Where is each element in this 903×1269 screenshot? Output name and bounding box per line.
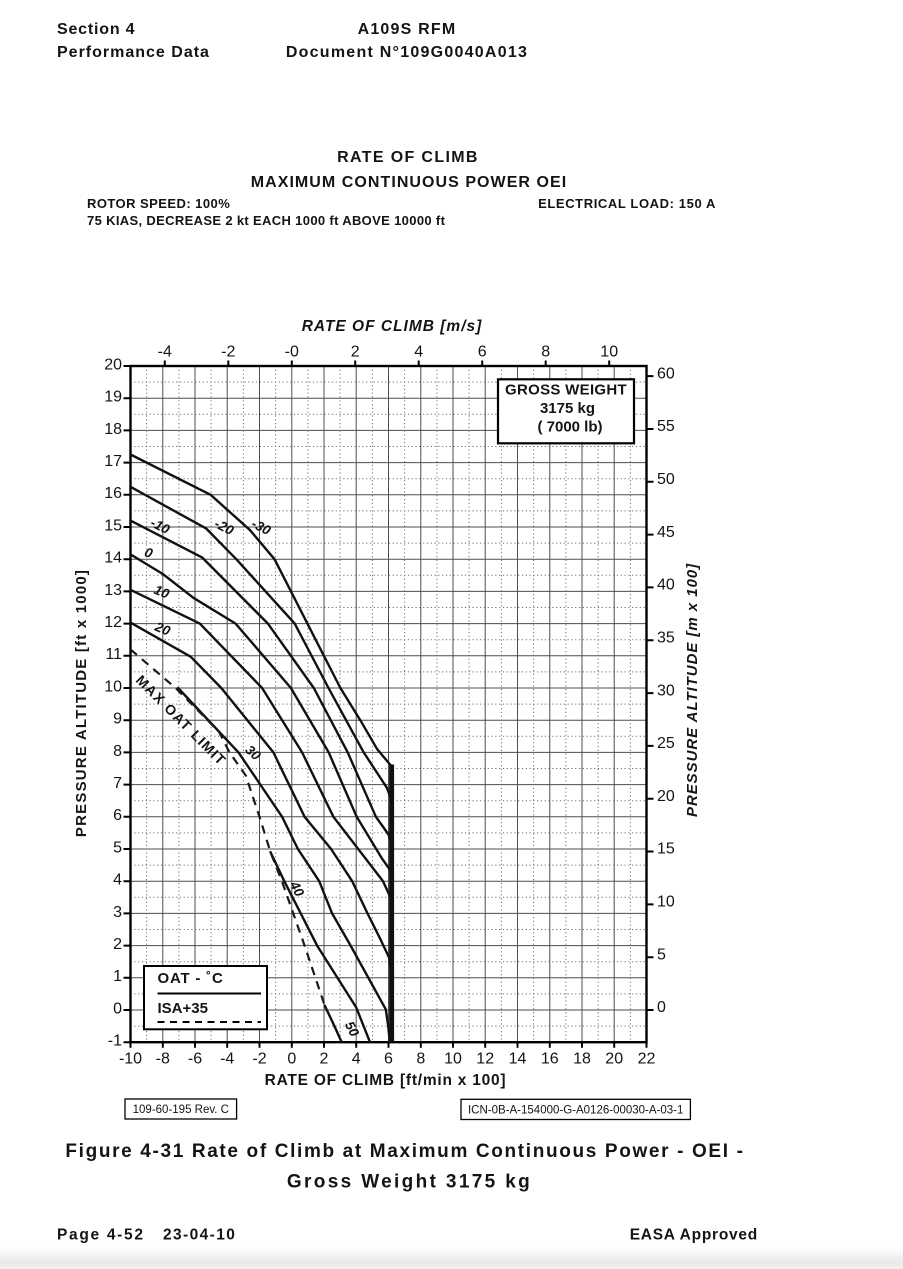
svg-text:1: 1 — [113, 968, 122, 985]
svg-text:5: 5 — [113, 839, 122, 856]
svg-text:22: 22 — [638, 1051, 656, 1068]
svg-text:Gross Weight 3175 kg: Gross Weight 3175 kg — [287, 1172, 532, 1193]
svg-text:Document N°109G0040A013: Document N°109G0040A013 — [286, 44, 528, 61]
svg-text:8: 8 — [541, 344, 550, 361]
svg-text:ICN-0B-A-154000-G-A0126-00030-: ICN-0B-A-154000-G-A0126-00030-A-03-1 — [468, 1104, 683, 1116]
svg-text:15: 15 — [104, 517, 122, 534]
svg-text:-4: -4 — [220, 1051, 234, 1068]
svg-text:Performance Data: Performance Data — [57, 44, 210, 61]
svg-text:25: 25 — [657, 735, 675, 752]
svg-text:30: 30 — [242, 742, 264, 764]
svg-text:109-60-195 Rev. C: 109-60-195 Rev. C — [133, 1104, 229, 1116]
svg-text:40: 40 — [657, 577, 675, 594]
svg-text:10: 10 — [600, 344, 618, 361]
svg-text:23-04-10: 23-04-10 — [163, 1227, 236, 1244]
svg-text:20: 20 — [104, 356, 122, 373]
svg-text:EASA Approved: EASA Approved — [630, 1227, 758, 1244]
svg-text:0: 0 — [113, 1000, 122, 1017]
svg-text:9: 9 — [113, 711, 122, 728]
svg-text:8: 8 — [416, 1051, 425, 1068]
svg-text:50: 50 — [342, 1019, 363, 1040]
svg-text:12: 12 — [104, 614, 122, 631]
svg-text:6: 6 — [113, 807, 122, 824]
svg-text:30: 30 — [657, 682, 675, 699]
svg-text:3: 3 — [113, 904, 122, 921]
svg-text:Figure 4-31 Rate of Climb at: Figure 4-31 Rate of Climb at Maximum Con… — [65, 1141, 744, 1162]
svg-text:8: 8 — [113, 743, 122, 760]
svg-text:-2: -2 — [252, 1051, 266, 1068]
svg-text:ISA+35: ISA+35 — [158, 1000, 208, 1017]
svg-text:ELECTRICAL LOAD: 150 A: ELECTRICAL LOAD: 150 A — [538, 196, 716, 211]
svg-text:20: 20 — [152, 619, 173, 639]
svg-text:20: 20 — [605, 1051, 623, 1068]
svg-text:3175 kg: 3175 kg — [540, 400, 595, 417]
svg-text:20: 20 — [657, 788, 675, 805]
svg-text:RATE OF CLIMB [ft/min x 100]: RATE OF CLIMB [ft/min x 100] — [265, 1072, 507, 1089]
svg-text:GROSS WEIGHT: GROSS WEIGHT — [505, 382, 627, 399]
svg-text:18: 18 — [573, 1051, 591, 1068]
svg-text:17: 17 — [104, 453, 122, 470]
svg-text:2: 2 — [113, 936, 122, 953]
svg-text:-1: -1 — [108, 1033, 122, 1050]
svg-text:4: 4 — [113, 872, 122, 889]
svg-text:OAT - ˚C: OAT - ˚C — [158, 970, 224, 987]
svg-text:10: 10 — [152, 582, 172, 602]
svg-text:RATE OF CLIMB: RATE OF CLIMB — [337, 149, 479, 166]
svg-text:A109S RFM: A109S RFM — [358, 21, 457, 38]
svg-text:10: 10 — [444, 1051, 462, 1068]
svg-text:0: 0 — [657, 999, 666, 1016]
svg-text:14: 14 — [509, 1051, 527, 1068]
svg-text:Page 4-52: Page 4-52 — [57, 1227, 145, 1244]
svg-text:PRESSURE ALTITUDE [m x 100]: PRESSURE ALTITUDE [m x 100] — [684, 563, 701, 817]
svg-text:35: 35 — [657, 630, 675, 647]
svg-text:10: 10 — [657, 894, 675, 911]
svg-text:4: 4 — [352, 1051, 361, 1068]
svg-text:-20: -20 — [212, 516, 237, 538]
svg-text:-2: -2 — [221, 344, 235, 361]
svg-text:-6: -6 — [188, 1051, 202, 1068]
svg-text:13: 13 — [104, 582, 122, 599]
svg-text:PRESSURE ALTITUDE [ft x 1000]: PRESSURE ALTITUDE [ft x 1000] — [73, 569, 90, 837]
svg-text:4: 4 — [414, 344, 423, 361]
svg-text:12: 12 — [476, 1051, 494, 1068]
svg-text:-8: -8 — [156, 1051, 170, 1068]
svg-text:-10: -10 — [119, 1051, 142, 1068]
svg-text:14: 14 — [104, 550, 122, 567]
svg-text:18: 18 — [104, 421, 122, 438]
svg-text:40: 40 — [286, 878, 307, 900]
svg-text:-4: -4 — [158, 344, 172, 361]
svg-text:2: 2 — [320, 1051, 329, 1068]
svg-text:55: 55 — [657, 418, 675, 435]
svg-text:6: 6 — [384, 1051, 393, 1068]
svg-text:60: 60 — [657, 365, 675, 382]
svg-text:2: 2 — [351, 344, 360, 361]
svg-text:RATE OF CLIMB [m/s]: RATE OF CLIMB [m/s] — [302, 318, 483, 335]
svg-text:5: 5 — [657, 946, 666, 963]
svg-text:7: 7 — [113, 775, 122, 792]
svg-text:50: 50 — [657, 471, 675, 488]
svg-text:15: 15 — [657, 841, 675, 858]
svg-text:16: 16 — [104, 485, 122, 502]
svg-text:6: 6 — [478, 344, 487, 361]
svg-text:0: 0 — [287, 1051, 296, 1068]
svg-text:MAXIMUM CONTINUOUS POWER OEI: MAXIMUM CONTINUOUS POWER OEI — [251, 174, 568, 191]
svg-text:45: 45 — [657, 524, 675, 541]
svg-text:19: 19 — [104, 389, 122, 406]
svg-text:-10: -10 — [148, 515, 173, 537]
svg-text:16: 16 — [541, 1051, 559, 1068]
svg-text:ROTOR SPEED: 100%: ROTOR SPEED: 100% — [87, 196, 230, 211]
svg-text:11: 11 — [105, 646, 122, 663]
svg-text:-0: -0 — [285, 344, 299, 361]
svg-text:( 7000 lb): ( 7000 lb) — [537, 419, 602, 436]
svg-text:10: 10 — [104, 678, 122, 695]
svg-text:Section 4: Section 4 — [57, 21, 135, 38]
svg-text:75 KIAS, DECREASE 2 kt EACH 10: 75 KIAS, DECREASE 2 kt EACH 1000 ft ABOV… — [87, 213, 446, 228]
